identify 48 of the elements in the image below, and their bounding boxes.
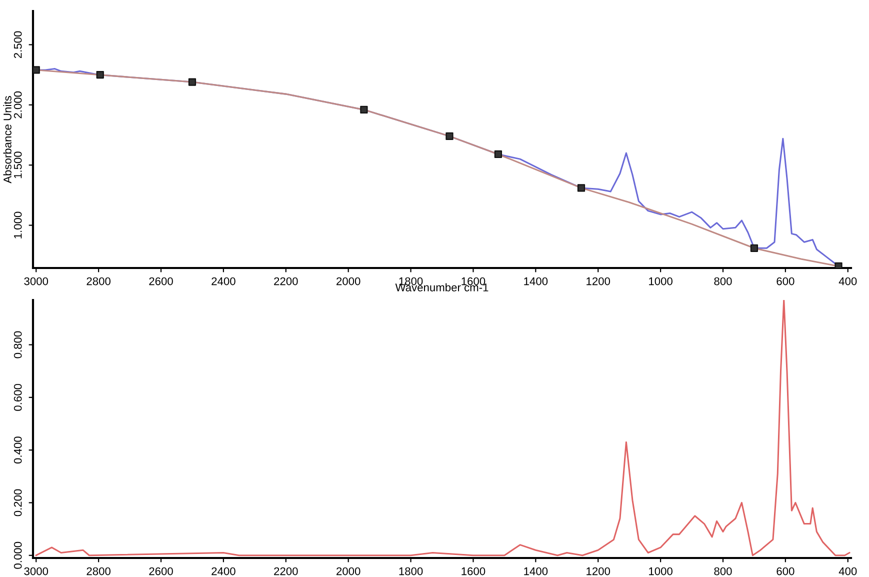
x-tick-label: 2800 [86,277,110,286]
y-tick-label: 0.400 [14,436,22,464]
x-tick-label: 2000 [336,567,360,576]
x-tick-label: 600 [776,567,794,576]
x-tick-label: 1200 [586,567,610,576]
x-tick-label: 2200 [274,567,298,576]
point [360,106,368,114]
y-tick-label: 0.600 [14,384,22,411]
point [446,132,454,140]
y-tick-label: 1.500 [14,152,22,178]
y-tick-label: 0.800 [14,331,22,358]
y-tick-label: 0.200 [14,489,22,516]
point [834,262,842,268]
point [96,70,104,79]
point [494,150,502,158]
x-tick-label: 2400 [212,567,236,576]
x-tick-label: 1800 [399,277,423,286]
x-tick-label: 3000 [24,567,48,576]
x-tick-label: 800 [714,277,732,286]
y-tick-label: 0.000 [14,542,22,569]
x-tick-label: 1800 [399,567,423,576]
line-series [35,300,850,556]
y-tick-label: 1.000 [14,212,22,238]
x-tick-label: 2200 [274,277,298,286]
point [33,66,40,74]
x-tick-label: 2800 [86,567,110,576]
x-tick-label: 1400 [524,277,548,286]
x-tick-label: 2600 [149,567,173,576]
x-tick-label: 800 [714,567,732,576]
x-tick-label: 1600 [462,567,486,576]
x-tick-label: 1400 [524,567,548,576]
x-tick-label: 400 [838,277,857,286]
x-tick-label: 2400 [212,277,236,286]
x-tick-label: 400 [838,567,857,576]
y-axis-title: Absorbance Units [3,96,12,184]
y-tick-label: 2.500 [14,31,22,58]
x-tick-label: 1000 [649,277,672,286]
x-tick-label: 2600 [149,277,173,286]
point [750,244,758,252]
point [577,184,586,192]
x-tick-label: 3000 [24,277,48,286]
x-tick-label: 2000 [336,277,360,286]
x-tick-label: 600 [776,277,794,286]
point [188,78,196,86]
x-tick-label: 1200 [586,277,610,286]
x-tick-label: 1000 [649,567,672,576]
x-tick-label: 1600 [462,277,486,286]
y-tick-label: 2.000 [14,91,22,118]
